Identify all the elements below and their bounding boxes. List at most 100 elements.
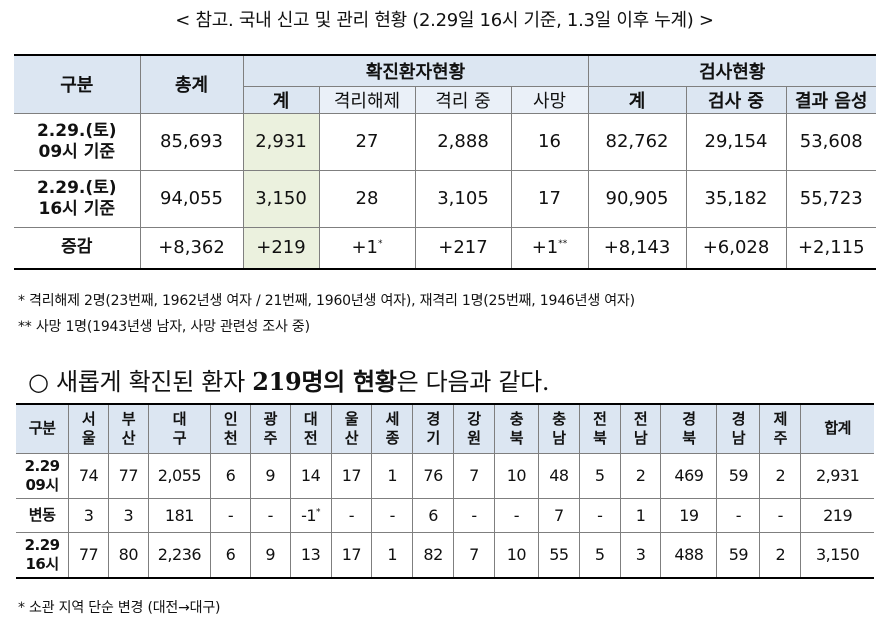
cell: +2,115 (785, 226, 876, 270)
cell: 17 (330, 531, 373, 579)
footnote-death: ** 사망 1명(1943년생 남자, 사망 관련성 조사 중) (18, 319, 310, 335)
cell: +8,143 (587, 226, 687, 270)
cell: 3 (619, 531, 662, 579)
cell: 3,150 (800, 531, 874, 579)
row-label: 2.29.(토) 09시 기준 (14, 112, 141, 171)
footnote-mark: * (378, 239, 383, 250)
table-row-diff: 증감 +8,362 +219 +1* +217 +1** +8,143 +6,0… (14, 226, 876, 270)
cell: 90,905 (587, 169, 687, 228)
cell: 1 (371, 452, 414, 499)
subheader-death: 사망 (510, 85, 589, 114)
cell: 2 (759, 531, 802, 579)
cell: 5 (578, 531, 621, 579)
footnote-release: * 격리해제 2명(23번째, 1962년생 여자 / 21번째, 1960년생… (18, 293, 635, 309)
subheader-confirmed-sum: 계 (243, 85, 320, 114)
cell: 7 (453, 452, 495, 499)
cell: 2,888 (414, 112, 512, 171)
cell: 6 (210, 452, 251, 499)
footnote-mark: ** (558, 239, 568, 250)
cell: 5 (578, 452, 621, 499)
cell: 17 (330, 452, 373, 499)
status-table: 구분 총계 확진환자현황 검사현황 계 격리해제 격리 중 사망 계 검사 중 … (14, 54, 876, 270)
cell: - (210, 497, 251, 533)
cell: +217 (414, 226, 512, 270)
cell: 2,931 (800, 452, 874, 499)
cell: 59 (716, 452, 761, 499)
cell: 19 (660, 497, 718, 533)
cell: 6 (412, 497, 455, 533)
cell: 53,608 (785, 112, 876, 171)
cell: 27 (318, 112, 416, 171)
cell: 2,236 (147, 531, 212, 579)
cell: 3,105 (414, 169, 512, 228)
header-gubun: 구분 (16, 403, 70, 454)
table-row: 2.29 16시 77 80 2,236 6 9 13 17 1 82 7 10 55 5 3 488 59 2 3… (16, 531, 874, 579)
row-label: 증감 (14, 226, 141, 270)
cell: 9 (249, 531, 291, 579)
cell: 94,055 (139, 169, 244, 228)
cell: 77 (107, 452, 149, 499)
cell: +6,028 (685, 226, 787, 270)
cell: - (249, 497, 291, 533)
subheader-negative: 결과 음성 (785, 85, 876, 114)
region-header-row: 구분 서 울 부 산 대 구 인 천 광 주 대 전 울 산 세 종 경 기 강 원 충 북 충 남 전 북 전 남 경 북 경 남 제 주 합계 (16, 403, 874, 454)
cell: 10 (493, 452, 539, 499)
cell: 59 (716, 531, 761, 579)
cell: 28 (318, 169, 416, 228)
cell: 469 (660, 452, 718, 499)
table-row: 2.29 09시 74 77 2,055 6 9 14 17 1 76 7 10 48 5 2 469 59 2 2… (16, 452, 874, 499)
subheader-released: 격리해제 (318, 85, 416, 114)
cell: 1 (619, 497, 662, 533)
header-test: 검사현황 (587, 54, 876, 87)
footnote-mark: * (316, 507, 321, 518)
cell: 85,693 (139, 112, 244, 171)
header-gubun: 구분 (14, 54, 141, 114)
cell: 488 (660, 531, 718, 579)
cell: 29,154 (685, 112, 787, 171)
row-label: 2.29 16시 (16, 531, 70, 579)
cell: - (759, 497, 802, 533)
cell: 17 (510, 169, 589, 228)
subheader-test-sum: 계 (587, 85, 687, 114)
cell: 3,150 (242, 169, 320, 228)
cell: 77 (68, 531, 109, 579)
cell: 2 (619, 452, 662, 499)
cell: 74 (68, 452, 109, 499)
subheader-isolated: 격리 중 (414, 85, 512, 114)
section-subtitle: ○ 새롭게 확진된 환자 219명의 현황은 다음과 같다. (28, 367, 550, 396)
header-sum: 합계 (800, 403, 874, 454)
cell: 6 (210, 531, 251, 579)
cell: 35,182 (685, 169, 787, 228)
row-label: 변동 (16, 497, 70, 533)
cell: 48 (537, 452, 580, 499)
table-row: 2.29.(토) 09시 기준 85,693 2,931 27 2,888 16 … (14, 112, 876, 171)
cell: 14 (289, 452, 332, 499)
cell: 16 (510, 112, 589, 171)
cell: 13 (289, 531, 332, 579)
cell: 181 (147, 497, 212, 533)
cell: - (330, 497, 373, 533)
cell: 3 (68, 497, 109, 533)
region-table: 구분 서 울 부 산 대 구 인 천 광 주 대 전 울 산 세 종 경 기 강 원 충 북 충 남 전 북 전 남 경 북 경 남 제 주 합계 … (16, 403, 874, 579)
cell: +1* (318, 226, 416, 270)
cell: - (371, 497, 414, 533)
cell: 10 (493, 531, 539, 579)
page-title: < 참고. 국내 신고 및 관리 현황 (2.29일 16시 기준, 1.3일 … (175, 10, 714, 31)
cell: 55 (537, 531, 580, 579)
header-total: 총계 (139, 54, 244, 114)
cell: +8,362 (139, 226, 244, 270)
cell: +1** (510, 226, 589, 270)
